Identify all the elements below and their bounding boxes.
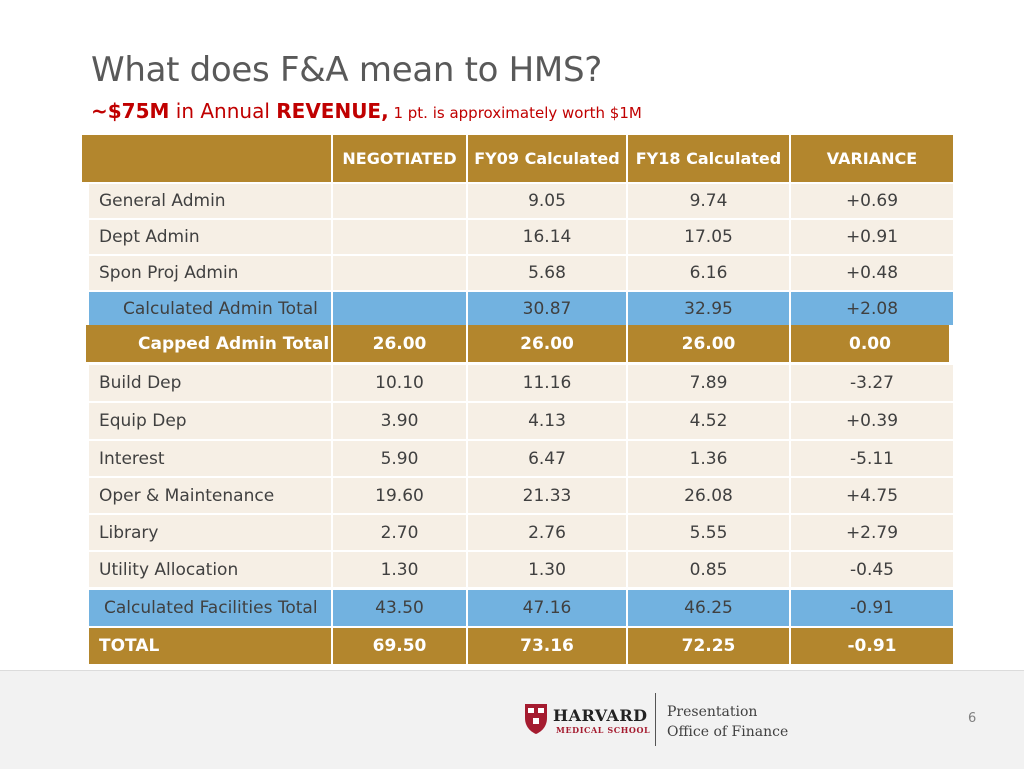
row-label: Equip Dep — [89, 403, 331, 439]
cell-fy18: 26.08 — [628, 478, 789, 513]
table-row: Oper & Maintenance 19.60 21.33 26.08 +4.75 — [0, 478, 1024, 513]
footer-office: Office of Finance — [667, 724, 789, 740]
cell-variance: -0.91 — [791, 590, 953, 626]
cell-negotiated: 1.30 — [333, 552, 466, 587]
row-label: Calculated Admin Total — [89, 292, 331, 325]
footer-presentation: Presentation — [667, 704, 758, 720]
footer-divider — [655, 693, 656, 746]
cell-negotiated — [333, 292, 466, 325]
subtitle-note: 1 pt. is approximately worth $1M — [388, 104, 642, 122]
row-label: Build Dep — [89, 365, 331, 401]
table-row: Calculated Admin Total 30.87 32.95 +2.08 — [0, 292, 1024, 325]
slide-title: What does F&A mean to HMS? — [91, 50, 602, 90]
header-cell-negotiated: NEGOTIATED — [333, 135, 466, 182]
table-row: Library 2.70 2.76 5.55 +2.79 — [0, 515, 1024, 550]
cell-fy09: 1.30 — [468, 552, 626, 587]
subtitle-mid: in Annual — [169, 99, 277, 123]
table-row: Equip Dep 3.90 4.13 4.52 +0.39 — [0, 403, 1024, 439]
slide-subtitle: ~$75M in Annual REVENUE, 1 pt. is approx… — [91, 99, 642, 123]
header-cell-fy18: FY18 Calculated — [628, 135, 789, 182]
cell-variance: +2.08 — [791, 292, 953, 325]
cell-fy09: 6.47 — [468, 441, 626, 476]
cell-variance: +0.48 — [791, 256, 953, 290]
cell-variance: +0.39 — [791, 403, 953, 439]
table-row: Interest 5.90 6.47 1.36 -5.11 — [0, 441, 1024, 476]
row-label: Utility Allocation — [89, 552, 331, 587]
cell-negotiated — [333, 184, 466, 218]
cell-fy18: 0.85 — [628, 552, 789, 587]
cell-negotiated: 10.10 — [333, 365, 466, 401]
row-label: Dept Admin — [89, 220, 331, 254]
footer-bar — [0, 670, 1024, 769]
cell-fy09: 2.76 — [468, 515, 626, 550]
cell-fy09: 73.16 — [468, 628, 626, 664]
cell-variance: -0.45 — [791, 552, 953, 587]
cell-fy18: 4.52 — [628, 403, 789, 439]
harvard-logo-text: HARVARD — [553, 706, 648, 725]
row-label: Interest — [89, 441, 331, 476]
page-number: 6 — [968, 711, 977, 726]
cell-fy18: 6.16 — [628, 256, 789, 290]
cell-variance: -0.91 — [791, 628, 953, 664]
cell-negotiated: 26.00 — [333, 325, 466, 362]
table-row: Utility Allocation 1.30 1.30 0.85 -0.45 — [0, 552, 1024, 587]
cell-fy09: 26.00 — [468, 325, 626, 362]
row-label: Spon Proj Admin — [89, 256, 331, 290]
cell-fy18: 32.95 — [628, 292, 789, 325]
row-label: TOTAL — [89, 628, 331, 664]
cell-fy18: 9.74 — [628, 184, 789, 218]
cell-fy18: 26.00 — [628, 325, 789, 362]
cell-negotiated: 19.60 — [333, 478, 466, 513]
row-label: Oper & Maintenance — [89, 478, 331, 513]
cell-negotiated: 69.50 — [333, 628, 466, 664]
subtitle-amount: ~$75M — [91, 99, 170, 123]
cell-variance: -3.27 — [791, 365, 953, 401]
cell-fy09: 47.16 — [468, 590, 626, 626]
cell-negotiated: 43.50 — [333, 590, 466, 626]
row-label: General Admin — [89, 184, 331, 218]
cell-negotiated: 2.70 — [333, 515, 466, 550]
table-row: General Admin 9.05 9.74 +0.69 — [0, 184, 1024, 218]
cell-negotiated: 3.90 — [333, 403, 466, 439]
cell-fy18: 1.36 — [628, 441, 789, 476]
harvard-shield-icon — [525, 704, 547, 734]
row-label: Calculated Facilities Total — [89, 590, 331, 626]
cell-fy18: 72.25 — [628, 628, 789, 664]
cell-fy09: 4.13 — [468, 403, 626, 439]
table-row: TOTAL 69.50 73.16 72.25 -0.91 — [0, 628, 1024, 664]
cell-fy09: 21.33 — [468, 478, 626, 513]
header-cell-variance: VARIANCE — [791, 135, 953, 182]
table-row: Capped Admin Total 26.00 26.00 26.00 0.00 — [0, 325, 1024, 362]
row-label: Capped Admin Total — [86, 325, 331, 362]
table-row: Spon Proj Admin 5.68 6.16 +0.48 — [0, 256, 1024, 290]
cell-fy18: 7.89 — [628, 365, 789, 401]
cell-fy09: 11.16 — [468, 365, 626, 401]
cell-variance: +0.91 — [791, 220, 953, 254]
cell-negotiated — [333, 256, 466, 290]
cell-negotiated: 5.90 — [333, 441, 466, 476]
header-cell-label — [82, 135, 331, 182]
cell-fy09: 30.87 — [468, 292, 626, 325]
cell-fy09: 9.05 — [468, 184, 626, 218]
row-label: Library — [89, 515, 331, 550]
table-header-row: NEGOTIATED FY09 Calculated FY18 Calculated… — [0, 135, 1024, 182]
cell-fy18: 46.25 — [628, 590, 789, 626]
cell-fy09: 5.68 — [468, 256, 626, 290]
table-row: Build Dep 10.10 11.16 7.89 -3.27 — [0, 365, 1024, 401]
cell-fy09: 16.14 — [468, 220, 626, 254]
cell-negotiated — [333, 220, 466, 254]
subtitle-revenue: REVENUE, — [276, 99, 389, 123]
cell-fy18: 5.55 — [628, 515, 789, 550]
table-row: Calculated Facilities Total 43.50 47.16 46.… — [0, 590, 1024, 626]
cell-variance: 0.00 — [791, 325, 949, 362]
hms-logo-text: MEDICAL SCHOOL — [556, 725, 651, 735]
cell-variance: +0.69 — [791, 184, 953, 218]
cell-fy18: 17.05 — [628, 220, 789, 254]
cell-variance: +4.75 — [791, 478, 953, 513]
cell-variance: +2.79 — [791, 515, 953, 550]
table-row: Dept Admin 16.14 17.05 +0.91 — [0, 220, 1024, 254]
header-cell-fy09: FY09 Calculated — [468, 135, 626, 182]
cell-variance: -5.11 — [791, 441, 953, 476]
